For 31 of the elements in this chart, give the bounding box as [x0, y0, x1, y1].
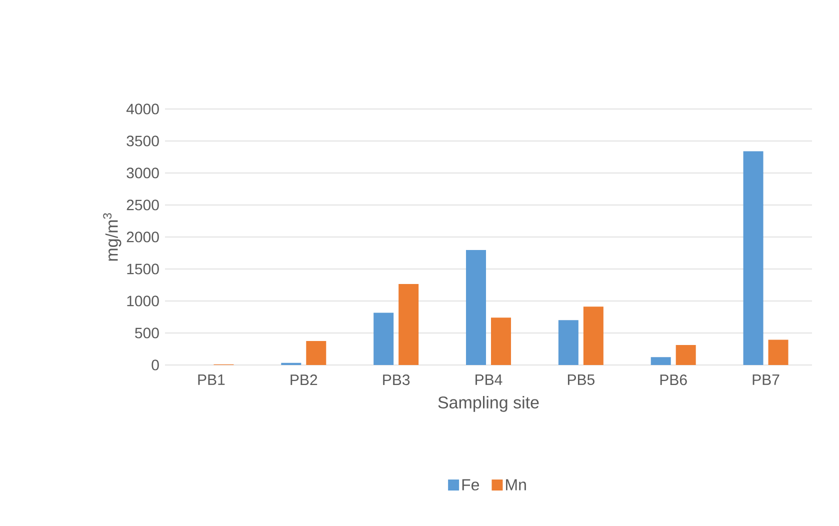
y-tick-label: 3500 [126, 136, 159, 146]
legend-label: Mn [506, 479, 526, 490]
bar [466, 250, 486, 365]
bar [676, 344, 696, 365]
y-tick-label: 500 [135, 328, 159, 338]
bar [490, 318, 511, 365]
bar [398, 284, 419, 365]
bar [374, 312, 394, 365]
x-tick-label: PB3 [383, 374, 410, 386]
x-tick-label: PB4 [476, 374, 502, 385]
y-tick-label: 3000 [126, 168, 159, 178]
bar [583, 306, 604, 365]
bar [743, 151, 764, 365]
legend-label: Fe [462, 479, 480, 490]
y-tick-label: 2500 [126, 200, 159, 210]
x-tick-label: PB1 [198, 374, 225, 385]
y-tick-label: 0 [152, 360, 159, 370]
y-axis-title: mg/m$^{3}$ [103, 213, 122, 261]
y-tick-label: 4000 [126, 104, 159, 114]
x-tick-label: PB2 [290, 374, 318, 385]
y-tick-label: 2000 [126, 232, 159, 242]
bar [768, 340, 788, 365]
x-axis-title: Sampling site [438, 396, 539, 412]
y-tick-label: 1000 [127, 296, 159, 306]
bar [558, 320, 578, 365]
x-tick-label: PB5 [568, 374, 594, 385]
x-tick-label: PB7 [752, 374, 780, 385]
x-tick-label: PB6 [660, 374, 687, 386]
bar [306, 341, 326, 365]
y-tick-label: 1500 [127, 264, 159, 274]
bar [650, 357, 671, 365]
